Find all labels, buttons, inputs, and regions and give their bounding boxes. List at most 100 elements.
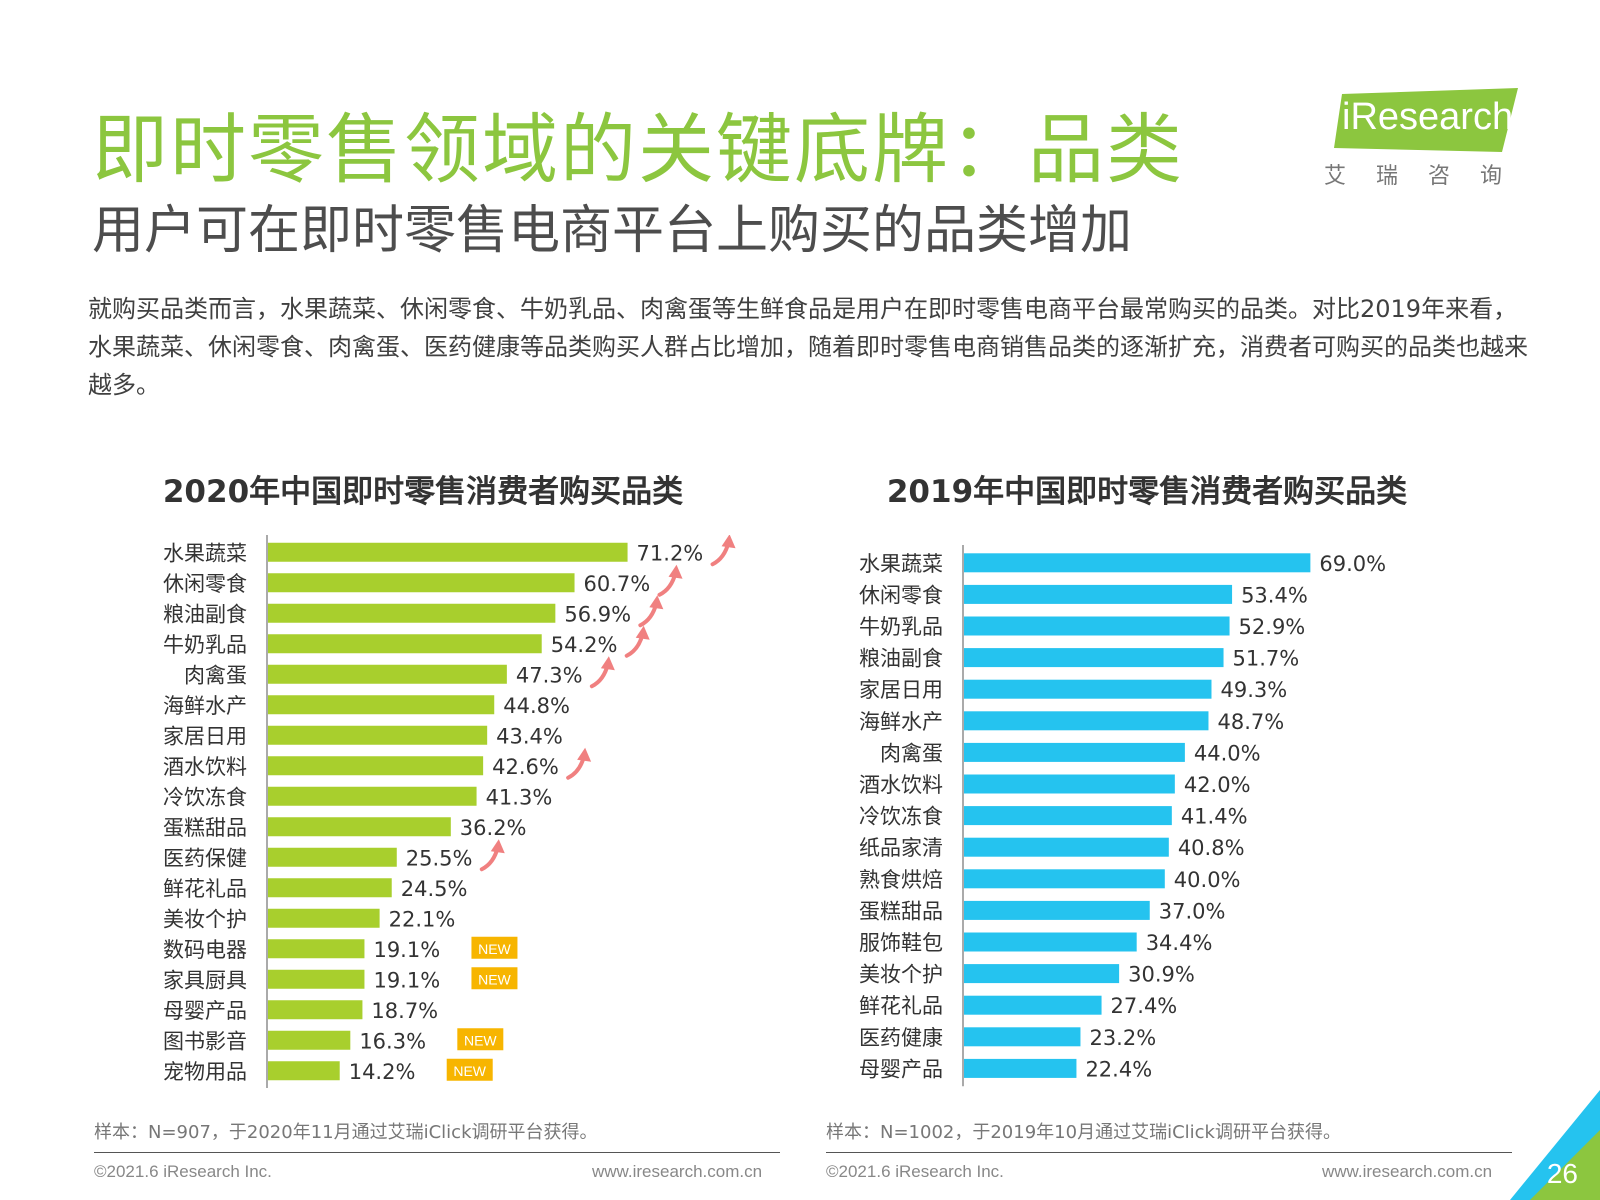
bar (268, 573, 575, 593)
category-label: 家具厨具 (163, 968, 247, 992)
category-label: 粮油副食 (163, 602, 247, 626)
new-badge-label: NEW (478, 971, 511, 987)
category-label: 医药保健 (163, 846, 247, 870)
category-label: 鲜花礼品 (859, 994, 943, 1018)
value-label: 19.1% (373, 938, 440, 962)
value-label: 34.4% (1146, 931, 1213, 955)
new-badge (471, 936, 518, 959)
value-label: 16.3% (359, 1029, 426, 1053)
bar (268, 664, 507, 684)
value-label: 47.3% (516, 663, 583, 687)
bar (268, 939, 365, 959)
bar (268, 756, 484, 776)
category-label: 家居日用 (859, 678, 943, 702)
value-label: 19.1% (373, 968, 440, 992)
description-text: 就购买品类而言，水果蔬菜、休闲零食、牛奶乳品、肉禽蛋等生鲜食品是用户在即时零售电… (88, 295, 1528, 399)
value-label: 42.6% (492, 755, 559, 779)
bar (268, 725, 488, 745)
bar (268, 847, 397, 867)
new-badge (446, 1058, 493, 1081)
bar (964, 679, 1212, 699)
category-label: 水果蔬菜 (859, 552, 943, 576)
bar (268, 786, 477, 806)
category-label: 蛋糕甜品 (163, 816, 247, 840)
value-label: 53.4% (1241, 583, 1308, 607)
bar (964, 806, 1172, 826)
value-label: 41.4% (1181, 805, 1248, 829)
footer-url-left[interactable]: www.iresearch.com.cn (592, 1162, 763, 1181)
category-label: 鲜花礼品 (163, 877, 247, 901)
bar (268, 908, 380, 928)
category-label: 宠物用品 (163, 1060, 247, 1084)
bar (964, 995, 1102, 1015)
footer-copyright-right: ©2021.6 iResearch Inc. (826, 1162, 1004, 1181)
category-label: 家居日用 (163, 724, 247, 748)
category-label: 美妆个护 (163, 907, 247, 931)
value-label: 14.2% (349, 1060, 416, 1084)
increase-arrowhead-icon (668, 564, 683, 579)
category-label: 休闲零食 (859, 583, 943, 607)
value-label: 25.5% (406, 846, 473, 870)
value-label: 24.5% (401, 877, 468, 901)
bar (964, 837, 1169, 857)
value-label: 22.1% (389, 907, 456, 931)
category-label: 服饰鞋包 (859, 931, 943, 955)
chart-2019: 水果蔬菜 69.0% 休闲零食 53.4% 牛奶乳品 52.9% 粮油副食 51.7% 家居日用… (859, 545, 1386, 1087)
bar (268, 817, 451, 837)
category-label: 肉禽蛋 (880, 741, 943, 765)
value-label: 18.7% (371, 999, 438, 1023)
footer-divider-left (94, 1152, 780, 1153)
category-label: 酒水饮料 (859, 773, 943, 797)
new-badge-label: NEW (464, 1032, 497, 1048)
page-number: 26 (1546, 1158, 1578, 1189)
bar (964, 1027, 1081, 1047)
bar (964, 774, 1175, 794)
bar (964, 553, 1311, 573)
iresearch-logo: iResearch 艾瑞咨询 (1320, 88, 1520, 198)
bar (964, 584, 1233, 604)
category-label: 海鲜水产 (163, 694, 247, 718)
value-label: 40.8% (1178, 836, 1245, 860)
increase-arrowhead-icon (721, 535, 736, 549)
footer-copyright-left: ©2021.6 iResearch Inc. (94, 1162, 272, 1181)
logo-text: iResearch (1342, 96, 1514, 138)
increase-arrowhead-icon (600, 656, 615, 671)
increase-arrowhead-icon (649, 595, 664, 610)
value-label: 36.2% (460, 816, 527, 840)
category-label: 酒水饮料 (163, 755, 247, 779)
bar (268, 969, 365, 989)
chart-2020-title: 2020年中国即时零售消费者购买品类 (162, 474, 684, 510)
category-label: 数码电器 (163, 938, 247, 962)
value-label: 22.4% (1085, 1057, 1152, 1081)
category-label: 冷饮冻食 (859, 805, 943, 829)
bar (268, 542, 628, 562)
new-badge (471, 967, 518, 990)
category-label: 蛋糕甜品 (859, 899, 943, 923)
bar (268, 695, 495, 715)
category-label: 母婴产品 (859, 1057, 943, 1081)
value-label: 42.0% (1184, 773, 1251, 797)
value-label: 48.7% (1217, 710, 1284, 734)
value-label: 71.2% (637, 541, 704, 565)
footer-divider-right (826, 1152, 1512, 1153)
new-badge (457, 1028, 504, 1051)
category-label: 美妆个护 (859, 963, 943, 987)
chart-2020-note: 样本：N=907，于2020年11月通过艾瑞iClick调研平台获得。 (94, 1122, 598, 1143)
increase-arrowhead-icon (490, 839, 505, 854)
bar (268, 1030, 351, 1050)
category-label: 熟食烘焙 (859, 868, 943, 892)
increase-arrowhead-icon (577, 747, 592, 762)
value-label: 43.4% (496, 724, 563, 748)
value-label: 49.3% (1220, 678, 1287, 702)
category-label: 冷饮冻食 (163, 785, 247, 809)
bar (268, 1000, 363, 1020)
bar (268, 603, 556, 623)
corner-decoration (1510, 1090, 1600, 1200)
bar (964, 964, 1120, 984)
page-title: 即时零售领域的关键底牌：品类 (92, 105, 1184, 194)
bar (964, 932, 1137, 952)
footer-url-right[interactable]: www.iresearch.com.cn (1322, 1162, 1493, 1181)
bar (268, 878, 392, 898)
category-label: 肉禽蛋 (184, 663, 247, 687)
value-label: 37.0% (1159, 899, 1226, 923)
